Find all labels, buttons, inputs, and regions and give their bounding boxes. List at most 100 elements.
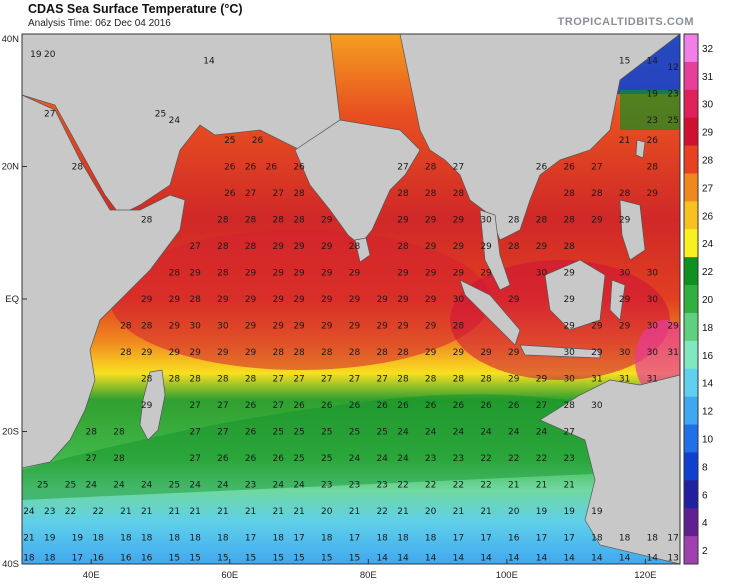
sst-value-label: 28	[245, 216, 257, 226]
colorbar-label: 26	[702, 211, 714, 222]
sst-value-label: 22	[508, 454, 519, 464]
sst-value-label: 17	[563, 534, 574, 544]
sst-value-label: 27	[44, 110, 55, 120]
sst-value-label: 28	[217, 242, 229, 252]
sst-value-label: 24	[480, 428, 492, 438]
sst-value-label: 22	[453, 481, 464, 491]
lon-tick-label: 120E	[634, 570, 656, 581]
sst-value-label: 21	[293, 507, 304, 517]
sst-value-label: 30	[647, 295, 659, 305]
colorbar-label: 10	[702, 434, 714, 445]
sst-value-label: 29	[563, 295, 575, 305]
sst-value-label: 30	[453, 295, 465, 305]
sst-value-label: 27	[273, 189, 284, 199]
sst-value-label: 27	[349, 375, 360, 385]
sst-value-label: 28	[273, 348, 285, 358]
axis-ticks: 40N 20N EQ 20S 40S 40E 60E 80E 100E 120E	[2, 33, 656, 581]
sst-value-label: 30	[563, 375, 575, 385]
sst-value-label: 24	[141, 481, 153, 491]
sst-value-label: 27	[189, 401, 200, 411]
sst-value-label: 28	[217, 375, 229, 385]
sst-value-label: 31	[619, 375, 630, 385]
sst-value-label: 18	[92, 534, 104, 544]
sst-value-label: 15	[217, 553, 228, 563]
sst-value-label: 29	[453, 242, 465, 252]
sst-value-label: 15	[619, 57, 630, 67]
sst-value-label: 15	[273, 553, 284, 563]
sst-value-label: 28	[453, 375, 465, 385]
colorbar-label: 31	[702, 72, 714, 83]
sst-value-label: 15	[245, 553, 256, 563]
sst-value-label: 28	[113, 428, 125, 438]
sst-value-label: 14	[619, 553, 631, 563]
sst-value-label: 21	[536, 481, 547, 491]
sst-value-label: 28	[120, 322, 132, 332]
sst-value-label: 30	[647, 269, 659, 279]
sst-value-label: 22	[425, 481, 436, 491]
sst-value-label: 24	[189, 481, 201, 491]
sst-value-label: 18	[647, 534, 659, 544]
sst-value-label: 29	[397, 269, 409, 279]
sst-value-label: 15	[293, 553, 304, 563]
sst-value-label: 17	[667, 534, 678, 544]
sst-value-label: 26	[245, 401, 257, 411]
sst-value-label: 30	[563, 348, 575, 358]
colorbar-swatch	[684, 145, 698, 174]
sst-value-label: 27	[321, 375, 332, 385]
sst-value-label: 29	[349, 295, 361, 305]
sst-value-label: 29	[273, 322, 285, 332]
sst-value-label: 29	[293, 295, 305, 305]
sst-value-label: 29	[563, 269, 575, 279]
colorbar-swatch	[684, 117, 698, 147]
sst-value-label: 26	[480, 401, 492, 411]
sst-value-label: 27	[245, 189, 256, 199]
lat-tick-label: 20N	[2, 162, 20, 173]
sst-value-label: 26	[266, 163, 278, 173]
colorbar-label: 8	[702, 462, 708, 473]
sst-value-label: 29	[376, 322, 388, 332]
sst-value-label: 25	[667, 116, 678, 126]
sst-value-label: 29	[453, 269, 465, 279]
colorbar-swatch	[684, 480, 698, 509]
sst-value-label: 29	[480, 348, 492, 358]
sst-value-label: 29	[667, 322, 679, 332]
sst-value-label: 27	[397, 163, 408, 173]
sst-value-label: 31	[667, 348, 678, 358]
sst-value-label: 23	[425, 454, 436, 464]
sst-value-label: 25	[293, 428, 304, 438]
sst-value-label: 27	[563, 428, 574, 438]
colorbar-swatch	[684, 61, 698, 91]
sst-value-label: 27	[217, 401, 228, 411]
sst-value-label: 19	[591, 507, 603, 517]
colorbar-label: 2	[702, 546, 708, 557]
sst-value-label: 28	[217, 269, 229, 279]
sst-value-label: 28	[169, 375, 181, 385]
colorbar-label: 27	[702, 183, 714, 194]
sst-value-label: 23	[667, 90, 678, 100]
sst-value-label: 29	[397, 322, 409, 332]
sst-value-label: 29	[349, 322, 361, 332]
sst-value-label: 23	[563, 454, 574, 464]
colorbar-swatch	[684, 257, 698, 286]
sst-value-label: 29	[480, 242, 492, 252]
sst-value-label: 21	[217, 507, 228, 517]
sst-value-label: 18	[120, 534, 132, 544]
sst-value-label: 29	[591, 348, 603, 358]
sst-value-label: 21	[189, 507, 200, 517]
sst-value-label: 29	[425, 322, 437, 332]
sst-value-label: 23	[349, 481, 360, 491]
sst-value-label: 14	[508, 553, 520, 563]
sst-value-label: 26	[245, 163, 257, 173]
sst-value-label: 28	[141, 322, 153, 332]
sst-value-label: 24	[453, 428, 465, 438]
sst-value-label: 27	[453, 163, 464, 173]
sst-value-label: 25	[273, 428, 284, 438]
sst-value-label: 29	[293, 322, 305, 332]
sst-value-label: 27	[293, 375, 304, 385]
sst-value-label: 23	[321, 481, 332, 491]
sst-value-label: 24	[273, 481, 285, 491]
sst-value-label: 14	[376, 553, 388, 563]
sst-value-label: 24	[397, 428, 409, 438]
sst-value-label: 28	[397, 242, 409, 252]
sst-value-label: 26	[273, 454, 285, 464]
